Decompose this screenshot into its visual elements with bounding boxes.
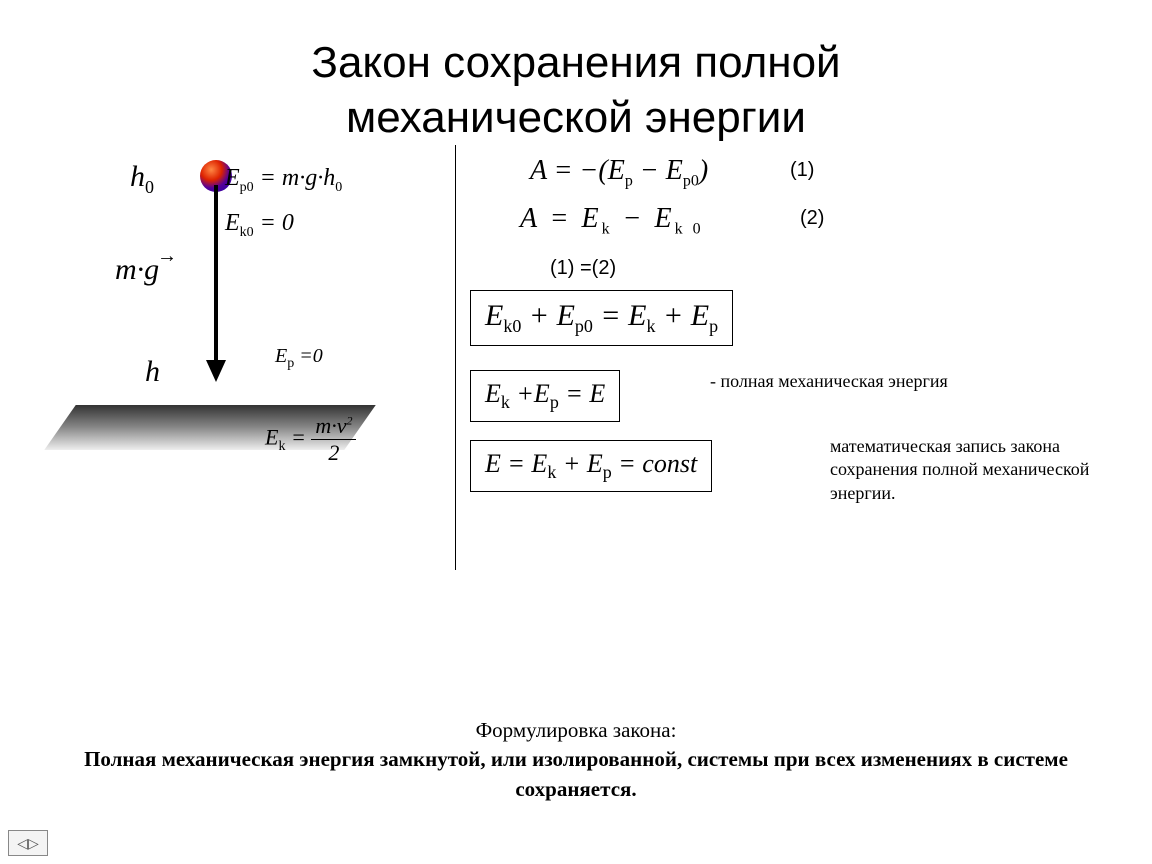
b1a: E	[485, 299, 503, 332]
h0-sub: 0	[145, 177, 154, 197]
b3eq: = const	[612, 449, 697, 478]
ep0-e: E	[225, 165, 240, 191]
ek-e: E	[265, 425, 278, 450]
eq1-s1: p	[625, 173, 633, 190]
b3a: E = E	[485, 449, 547, 478]
boxed-equation-2: Ek +Ep = E	[470, 370, 620, 422]
eq2ek0s: k 0	[675, 221, 704, 238]
equation-2: A = Ek − Ek 0	[520, 203, 704, 239]
ep0-rhs: = m·g·h	[254, 165, 336, 191]
b2eq: = E	[559, 379, 605, 408]
label-h0: h0	[130, 160, 154, 198]
equation-ek: Ek = m·v2 2	[265, 413, 356, 466]
slide-nav-icon[interactable]: ◁▷	[8, 830, 48, 856]
ep0-rhs-sub: 0	[335, 180, 342, 195]
b1ps: p0	[575, 316, 593, 336]
annotation-full-energy: - полная механическая энергия	[710, 370, 1040, 393]
eq2ek0: E	[655, 203, 675, 234]
h0-var: h	[130, 160, 145, 193]
boxed-equation-3: E = Ek + Ep = const	[470, 440, 712, 492]
label-mg: m·g	[115, 253, 159, 287]
force-arrow-line	[214, 185, 218, 370]
eq1-s2: p0	[683, 173, 699, 190]
equation-1: A = −(Ep − Ep0)	[530, 155, 708, 191]
ek0-sub: k0	[240, 225, 254, 240]
eq2a: A	[520, 203, 540, 234]
eq2eq: =	[540, 203, 582, 234]
frac-num: m·v2	[311, 413, 356, 440]
slide-title: Закон сохранения полной механической эне…	[0, 0, 1152, 145]
eq-number-2: (2)	[800, 207, 824, 230]
b3p: + E	[556, 449, 602, 478]
footer-statement: Формулировка закона: Полная механическая…	[50, 716, 1102, 804]
eq2m: −	[613, 203, 655, 234]
b1p2: + E	[655, 299, 709, 332]
physics-diagram: h0 m·g → h	[40, 145, 420, 485]
equation-ek0: Ek0 = 0	[225, 210, 294, 241]
eq1-m: − E	[633, 155, 683, 186]
b2ps: p	[550, 392, 559, 412]
b3ps: p	[603, 462, 612, 482]
title-line2: механической энергии	[346, 93, 806, 142]
ek0-rhs: = 0	[254, 210, 294, 236]
ep-e: E	[275, 345, 287, 367]
boxed-equation-1: Ek0 + Ep0 = Ek + Ep	[470, 290, 733, 346]
eq-number-1: (1)	[790, 159, 814, 182]
b2p: +E	[510, 379, 550, 408]
content-area: h0 m·g → h Ep0 = m·g·h0 Ek0 = 0 Ep =0 Ek…	[0, 145, 1152, 705]
eq-1-equals-2: (1) =(2)	[550, 257, 616, 280]
b2as: k	[501, 392, 510, 412]
frac-den: 2	[311, 440, 356, 466]
eq2ek: E	[582, 203, 602, 234]
h-text: h	[145, 355, 160, 388]
eq1-e: )	[699, 155, 708, 186]
fraction: m·v2 2	[311, 413, 356, 466]
b1p: + E	[521, 299, 575, 332]
title-line1: Закон сохранения полной	[311, 38, 840, 87]
b2a: E	[485, 379, 501, 408]
eq1-a: A = −(E	[530, 155, 625, 186]
ep-rhs: =0	[294, 345, 323, 367]
b1eq: = E	[593, 299, 647, 332]
footer-heading: Формулировка закона:	[50, 716, 1102, 745]
b1p2s: p	[709, 316, 718, 336]
eq2eks: k	[602, 221, 613, 238]
b3as: k	[547, 462, 556, 482]
eknum: m·v	[315, 413, 346, 438]
force-arrow-head	[206, 360, 226, 382]
ep0-sub: p0	[240, 180, 254, 195]
vertical-divider	[455, 145, 456, 570]
ek-sub: k	[278, 439, 285, 454]
vector-arrow-icon: →	[157, 245, 177, 268]
eksup: 2	[346, 414, 352, 428]
annotation-law-record: математическая запись закона сохранения …	[830, 435, 1110, 505]
label-h: h	[145, 355, 160, 389]
ek0-e: E	[225, 210, 240, 236]
footer-law-text: Полная механическая энергия замкнутой, и…	[50, 745, 1102, 804]
equation-ep: Ep =0	[275, 345, 323, 372]
mg-text: m·g	[115, 253, 159, 286]
equation-ep0: Ep0 = m·g·h0	[225, 165, 342, 196]
b1as: k0	[503, 316, 521, 336]
